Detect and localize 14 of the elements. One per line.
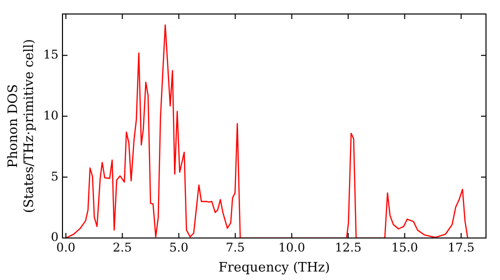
x-tick-label: 12.5 [334,240,362,254]
y-tick-label: 5 [50,169,58,184]
y-tick-label: 0 [50,230,58,244]
y-tick-label: 15 [43,48,58,62]
x-tick-label: 17.5 [448,240,475,254]
x-tick-label: 2.5 [112,240,132,254]
y-tick-label: 10 [43,108,58,122]
y-axis-title: Phonon DOS (States/THz·primitive cell) [6,38,37,214]
x-tick-label: 0.0 [56,240,76,254]
x-tick-label: 5.0 [169,240,188,254]
x-tick-label: 15.0 [391,240,418,254]
x-axis-title: Frequency (THz) [218,260,330,276]
x-tick-label: 10.0 [278,240,306,254]
x-tick-label: 7.5 [226,240,245,254]
